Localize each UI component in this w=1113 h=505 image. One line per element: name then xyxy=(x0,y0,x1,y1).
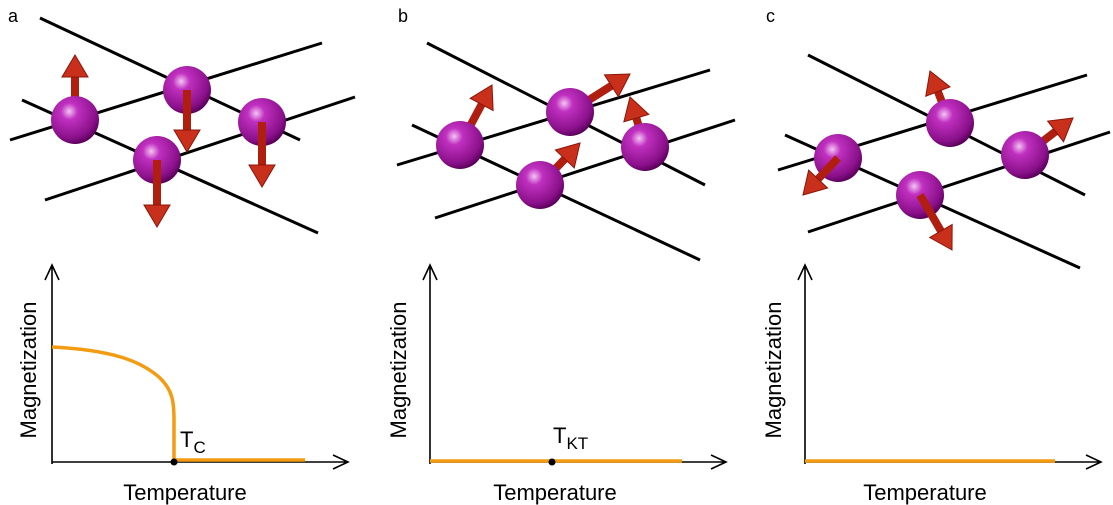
atom xyxy=(436,121,484,169)
y-axis-label: Magnetization xyxy=(16,302,41,439)
spin-head xyxy=(62,55,88,77)
plot-b: TKT Magnetization Temperature xyxy=(386,265,726,505)
x-axis-label: Temperature xyxy=(123,480,247,505)
plot-a: TC Magnetization Temperature xyxy=(16,265,348,505)
atom xyxy=(926,99,974,147)
x-axis-label: Temperature xyxy=(863,480,987,505)
x-axis-label: Temperature xyxy=(493,480,617,505)
atom xyxy=(1001,131,1049,179)
transition-label: TC xyxy=(180,427,206,457)
atom xyxy=(621,123,669,171)
atom xyxy=(546,88,594,136)
plot-c: Magnetization Temperature xyxy=(761,265,1101,505)
panel-label: c xyxy=(766,6,775,26)
y-axis-label: Magnetization xyxy=(761,302,786,439)
y-axis-label: Magnetization xyxy=(386,302,411,439)
spin-head xyxy=(249,165,275,187)
panel-label: b xyxy=(398,6,408,26)
atom xyxy=(516,161,564,209)
spin-head xyxy=(624,97,649,122)
figure: a b c TC Magnetization Temperature TKT M… xyxy=(0,0,1113,505)
spin-head xyxy=(144,205,170,227)
spins xyxy=(51,55,1073,250)
panel-label: a xyxy=(8,6,19,26)
atom xyxy=(51,96,99,144)
transition-label: TKT xyxy=(553,423,588,453)
